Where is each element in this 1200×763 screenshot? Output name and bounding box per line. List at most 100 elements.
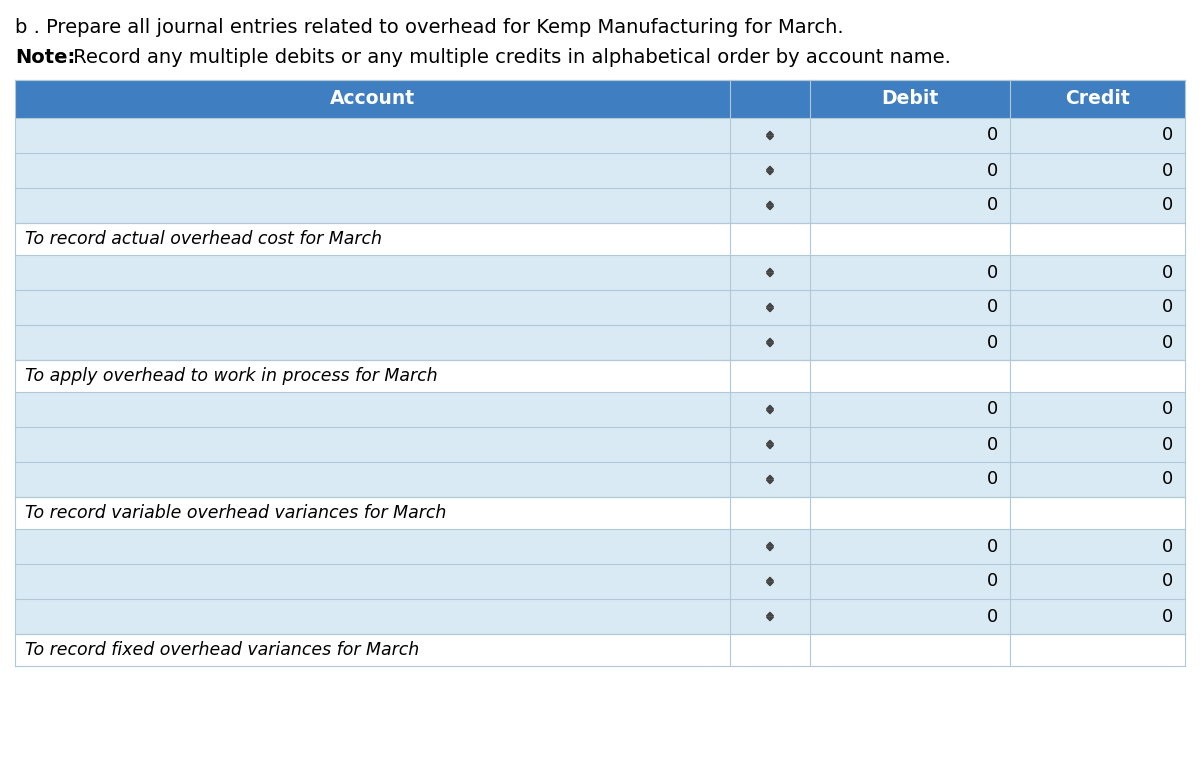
Bar [810,599,1010,634]
Bar [810,564,1010,599]
Text: 0: 0 [986,298,998,317]
Text: Account: Account [330,89,415,108]
Bar [730,325,810,360]
Bar [1010,599,1186,634]
Polygon shape [767,136,774,140]
Text: 0: 0 [986,263,998,282]
Text: 0: 0 [986,127,998,144]
Bar [810,290,1010,325]
Text: 0: 0 [986,436,998,453]
Polygon shape [767,480,774,484]
Text: 0: 0 [986,197,998,214]
Bar [14,564,730,599]
Text: 0: 0 [1162,607,1174,626]
Text: 0: 0 [1162,537,1174,555]
Bar [730,599,810,634]
Bar [1010,529,1186,564]
Polygon shape [767,304,774,307]
Text: Record any multiple debits or any multiple credits in alphabetical order by acco: Record any multiple debits or any multip… [67,48,950,67]
Polygon shape [767,338,774,342]
Bar [14,188,730,223]
Bar [730,392,810,427]
Polygon shape [767,308,774,312]
Bar [14,80,1186,118]
Polygon shape [767,343,774,346]
Bar [1010,290,1186,325]
Bar [810,462,1010,497]
Text: b . Prepare all journal entries related to overhead for Kemp Manufacturing for M: b . Prepare all journal entries related … [14,18,844,37]
Bar [14,634,1186,666]
Polygon shape [767,542,774,546]
Bar [1010,462,1186,497]
Text: To apply overhead to work in process for March: To apply overhead to work in process for… [25,367,438,385]
Bar [810,153,1010,188]
Text: 0: 0 [986,607,998,626]
Polygon shape [767,131,774,135]
Bar [730,290,810,325]
Bar [730,255,810,290]
Bar [810,325,1010,360]
Bar [810,392,1010,427]
Bar [1010,188,1186,223]
Polygon shape [767,171,774,175]
Bar [1010,392,1186,427]
Text: 0: 0 [1162,436,1174,453]
Bar [14,497,1186,529]
Text: 0: 0 [986,537,998,555]
Text: 0: 0 [986,401,998,418]
Text: Note:: Note: [14,48,76,67]
Text: 0: 0 [1162,471,1174,488]
Text: 0: 0 [986,572,998,591]
Polygon shape [767,582,774,586]
Polygon shape [767,166,774,170]
Text: To record fixed overhead variances for March: To record fixed overhead variances for M… [25,641,419,659]
Polygon shape [767,475,774,479]
Text: 0: 0 [986,162,998,179]
Bar [14,392,730,427]
Text: 0: 0 [1162,298,1174,317]
Text: 0: 0 [1162,263,1174,282]
Text: To record actual overhead cost for March: To record actual overhead cost for March [25,230,382,248]
Bar [730,153,810,188]
Bar [14,462,730,497]
Bar [14,529,730,564]
Bar [1010,118,1186,153]
Text: 0: 0 [1162,333,1174,352]
Bar [730,188,810,223]
Bar [810,188,1010,223]
Text: 0: 0 [1162,572,1174,591]
Bar [14,153,730,188]
Text: Credit: Credit [1066,89,1130,108]
Bar [1010,325,1186,360]
Bar [14,118,730,153]
Bar [810,255,1010,290]
Bar [14,223,1186,255]
Bar [730,118,810,153]
Bar [810,529,1010,564]
Bar [14,290,730,325]
Bar [14,599,730,634]
Bar [730,427,810,462]
Text: 0: 0 [1162,401,1174,418]
Polygon shape [767,612,774,616]
Polygon shape [767,410,774,414]
Text: 0: 0 [1162,127,1174,144]
Polygon shape [767,201,774,205]
Bar [730,564,810,599]
Polygon shape [767,617,774,620]
Polygon shape [767,445,774,449]
Bar [730,462,810,497]
Text: 0: 0 [1162,197,1174,214]
Bar [810,118,1010,153]
Bar [1010,153,1186,188]
Bar [14,325,730,360]
Polygon shape [767,405,774,409]
Text: 0: 0 [986,333,998,352]
Polygon shape [767,269,774,272]
Bar [730,529,810,564]
Text: To record variable overhead variances for March: To record variable overhead variances fo… [25,504,446,522]
Polygon shape [767,206,774,210]
Polygon shape [767,440,774,444]
Text: 0: 0 [986,471,998,488]
Text: Debit: Debit [881,89,938,108]
